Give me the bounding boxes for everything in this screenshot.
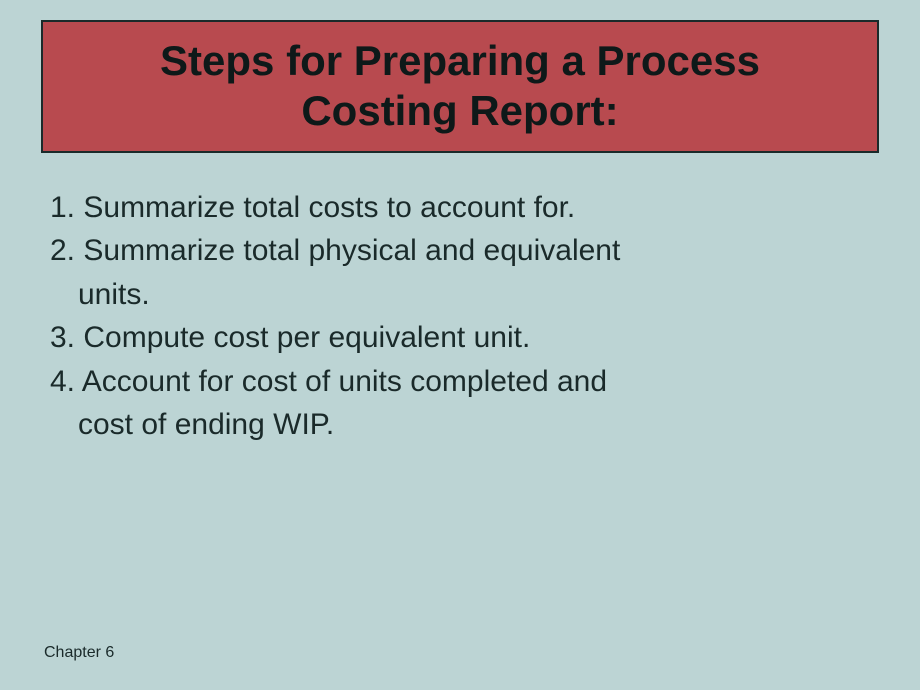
- step-num: 4.: [50, 365, 75, 398]
- step-num: 2.: [50, 234, 75, 267]
- step-3: 3. Compute cost per equivalent unit.: [50, 319, 870, 357]
- slide: Steps for Preparing a Process Costing Re…: [0, 0, 920, 690]
- title-line-2: Costing Report:: [301, 87, 618, 134]
- step-num: 3.: [50, 321, 75, 354]
- content-area: 1. Summarize total costs to account for.…: [40, 189, 880, 444]
- step-text: Compute cost per equivalent unit.: [83, 321, 530, 354]
- step-1: 1. Summarize total costs to account for.: [50, 189, 870, 227]
- step-text: Summarize total physical and equivalent: [83, 234, 620, 267]
- step-cont-text: cost of ending WIP.: [78, 408, 334, 441]
- slide-title: Steps for Preparing a Process Costing Re…: [63, 36, 857, 137]
- step-text: Account for cost of units completed and: [82, 365, 607, 398]
- step-text: Summarize total costs to account for.: [83, 191, 575, 224]
- title-line-1: Steps for Preparing a Process: [160, 37, 760, 84]
- step-2-cont: units.: [50, 276, 870, 314]
- step-cont-text: units.: [78, 278, 150, 311]
- step-num: 1.: [50, 191, 75, 224]
- step-2: 2. Summarize total physical and equivale…: [50, 232, 870, 270]
- step-4: 4. Account for cost of units completed a…: [50, 363, 870, 401]
- step-4-cont: cost of ending WIP.: [50, 406, 870, 444]
- title-box: Steps for Preparing a Process Costing Re…: [41, 20, 879, 153]
- footer-text: Chapter 6: [44, 644, 114, 662]
